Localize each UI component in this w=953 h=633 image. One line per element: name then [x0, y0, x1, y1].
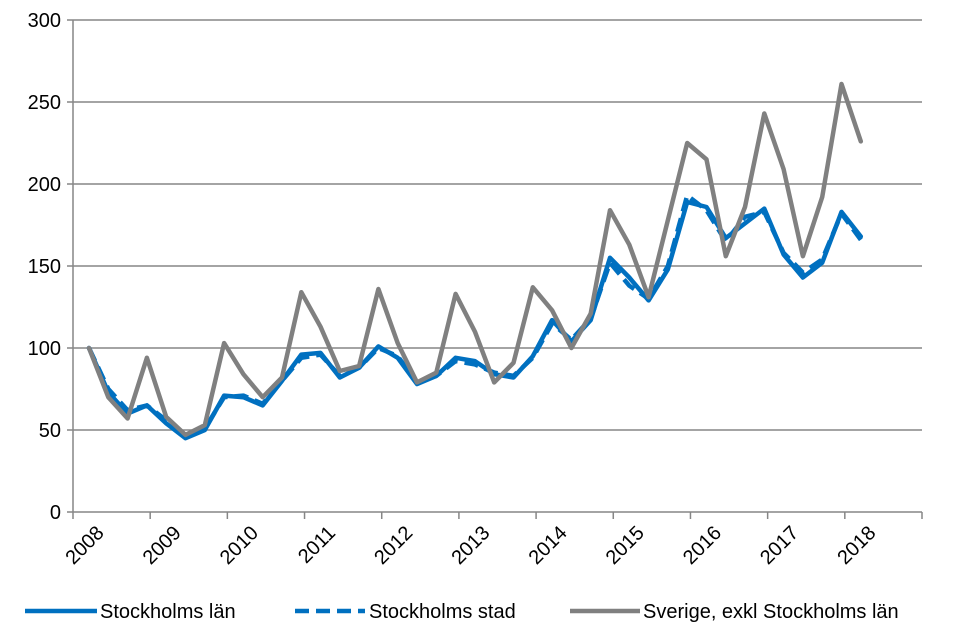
y-tick-label: 50	[39, 420, 61, 442]
series-line-2	[86, 193, 863, 438]
legend-label-1: Stockholms län	[100, 601, 236, 623]
x-tick-label: 2009	[139, 522, 186, 569]
y-tick-label: 200	[28, 174, 61, 196]
legend: Stockholms län Stockholms stad Sverige, ex…	[25, 601, 899, 623]
x-tick-label: 2016	[679, 522, 726, 569]
y-tick-label: 300	[28, 10, 61, 32]
x-tick-label: 2018	[833, 522, 880, 569]
x-tick-label: 2012	[370, 522, 417, 569]
y-tick-label: 100	[28, 338, 61, 360]
legend-label-2: Stockholms stad	[369, 601, 516, 623]
x-tick-label: 2011	[294, 522, 340, 568]
series-line-3	[86, 81, 864, 438]
series-lines	[86, 81, 864, 441]
x-tick-label: 2014	[525, 522, 572, 569]
x-tick-label: 2015	[602, 522, 649, 569]
x-tick-label: 2010	[216, 522, 263, 569]
x-tick-label: 2017	[756, 522, 803, 569]
y-tick-label: 0	[50, 502, 61, 524]
series-line-1	[86, 199, 864, 441]
y-tick-label: 150	[28, 256, 61, 278]
y-tick-label: 250	[28, 92, 61, 114]
x-tick-label: 2008	[62, 522, 109, 569]
gridlines	[73, 19, 922, 431]
x-tick-label: 2013	[447, 522, 494, 569]
legend-label-3: Sverige, exkl Stockholms län	[643, 601, 899, 623]
axes: 0 50 100 150 200 250 300 2008 2009 2010 2011 2012 20…	[28, 10, 923, 569]
